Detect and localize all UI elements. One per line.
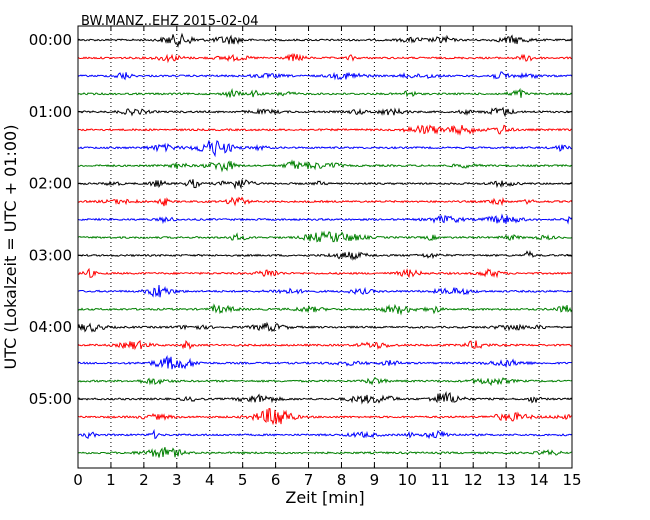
trace-line — [77, 106, 573, 118]
trace-line — [77, 391, 573, 405]
trace-line — [77, 213, 573, 225]
trace-line — [77, 124, 573, 136]
trace-line — [77, 376, 573, 387]
plot-frame — [77, 25, 573, 469]
trace-line — [77, 321, 573, 333]
trace-line — [77, 32, 573, 48]
x-axis: 0 1 2 3 4 5 6 7 8 9 10 11 12 13 14 15 — [73, 26, 582, 489]
x-tick-label: 7 — [304, 471, 314, 489]
x-tick-label: 11 — [431, 471, 450, 489]
trace-line — [77, 52, 573, 64]
y-tick-label: 04:00 — [29, 318, 72, 336]
x-tick-label: 9 — [370, 471, 380, 489]
trace-line — [77, 179, 573, 190]
trace-line — [77, 71, 573, 81]
x-axis-label: Zeit [min] — [285, 488, 364, 507]
x-tick-label: 14 — [530, 471, 549, 489]
trace-line — [77, 267, 573, 279]
trace-line — [77, 284, 573, 298]
trace-line — [77, 230, 573, 243]
x-tick-label: 0 — [73, 471, 83, 489]
x-tick-label: 6 — [271, 471, 281, 489]
x-tick-label: 13 — [497, 471, 516, 489]
x-grid — [110, 26, 540, 468]
y-tick-label: 01:00 — [29, 103, 72, 121]
x-tick-label: 10 — [398, 471, 417, 489]
x-tick-label: 2 — [139, 471, 149, 489]
trace-line — [77, 340, 573, 351]
y-tick-label: 03:00 — [29, 246, 72, 264]
trace-line — [77, 87, 573, 98]
trace-line — [77, 428, 573, 440]
y-tick-label: 05:00 — [29, 390, 72, 408]
x-tick-label: 3 — [172, 471, 182, 489]
y-tick-label: 00:00 — [29, 31, 72, 49]
y-axis-label: UTC (Lokalzeit = UTC + 01:00) — [1, 125, 20, 370]
trace-line — [77, 140, 573, 158]
trace-line — [77, 196, 573, 207]
trace-line — [77, 446, 573, 458]
y-axis: 00:00 01:00 02:00 03:00 04:00 05:00 — [29, 31, 572, 408]
x-tick-label: 1 — [106, 471, 116, 489]
x-tick-label: 4 — [205, 471, 215, 489]
x-tick-label: 12 — [464, 471, 483, 489]
x-tick-label: 5 — [238, 471, 248, 489]
seismogram-traces — [77, 32, 573, 458]
x-tick-label: 8 — [337, 471, 347, 489]
x-tick-label: 15 — [562, 471, 581, 489]
trace-line — [77, 355, 573, 370]
trace-line — [77, 159, 573, 173]
trace-line — [77, 303, 573, 316]
trace-line — [77, 408, 573, 426]
chart-title: BW.MANZ..EHZ 2015-02-04 — [81, 14, 259, 29]
trace-line — [77, 250, 573, 261]
y-tick-label: 02:00 — [29, 175, 72, 193]
